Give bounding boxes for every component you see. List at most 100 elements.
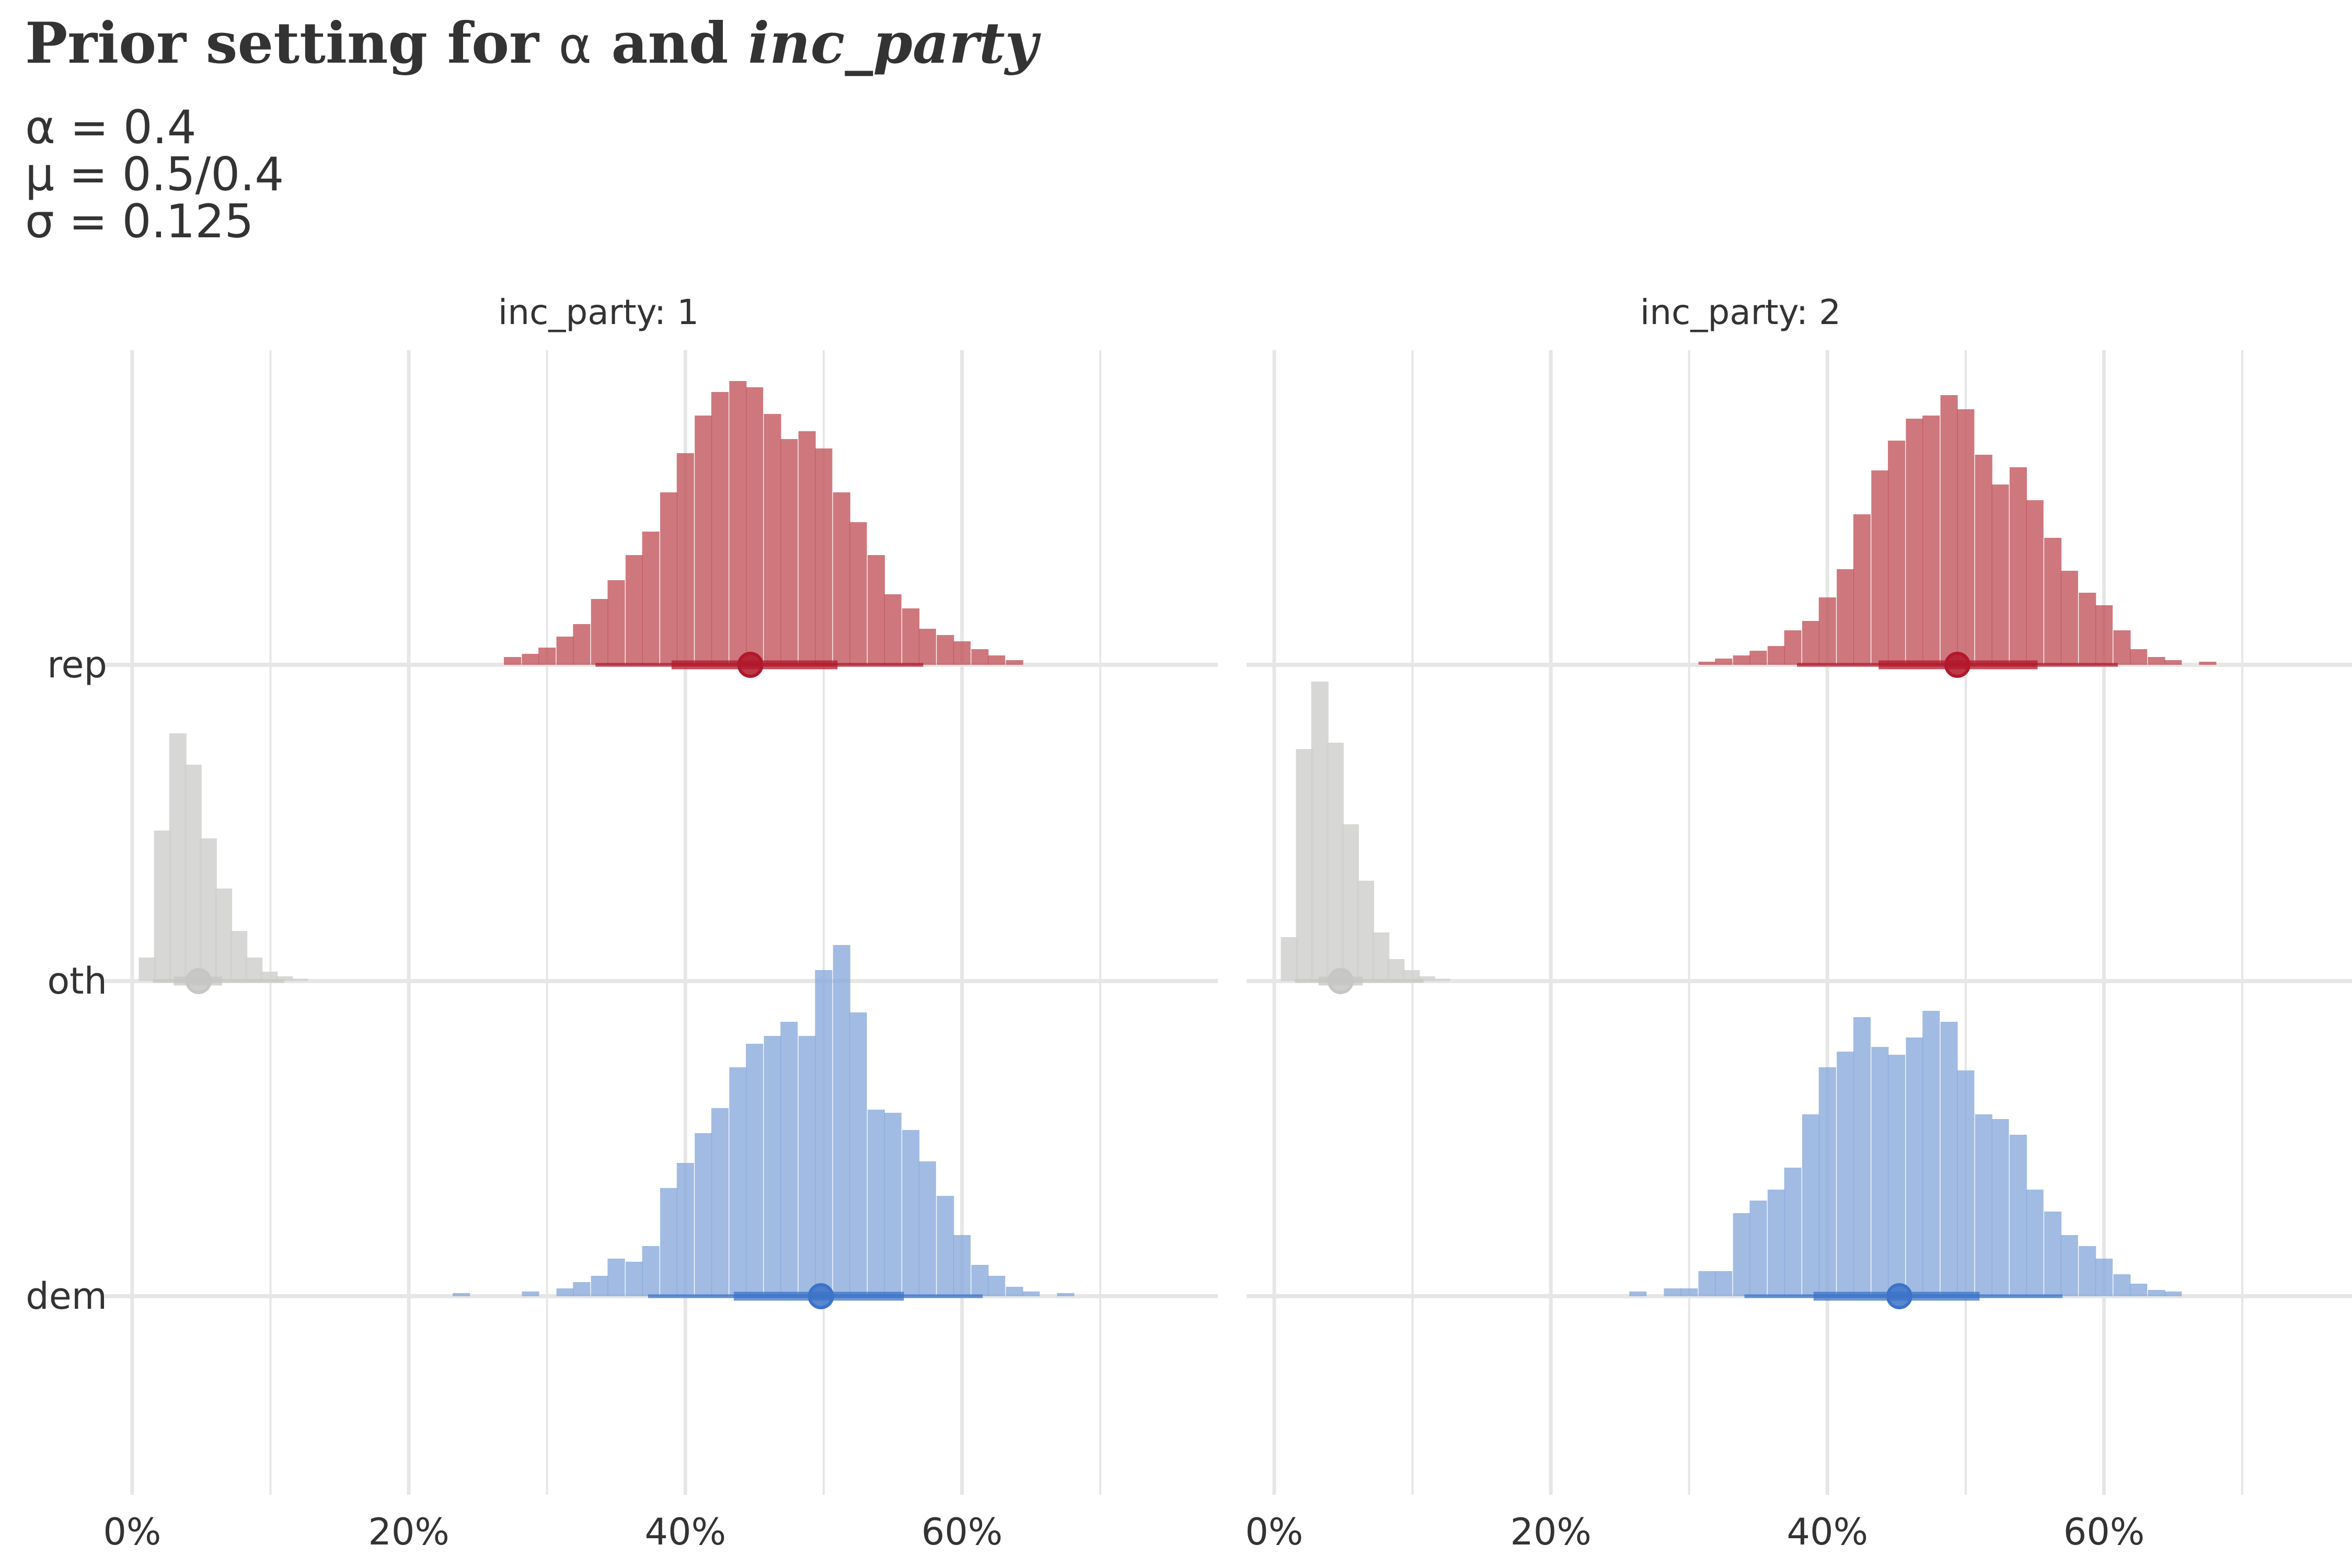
histogram-bar	[2026, 500, 2044, 665]
histogram-bar	[1357, 881, 1375, 981]
histogram-bar	[2113, 630, 2131, 665]
point-estimate	[808, 1283, 834, 1309]
histogram-bar	[1802, 1114, 1820, 1296]
histogram-bar	[2026, 1190, 2044, 1296]
histogram-bar	[1906, 419, 1923, 665]
histogram-bar	[660, 1188, 678, 1296]
histogram-bar	[154, 831, 171, 981]
histogram-bar	[1853, 1017, 1871, 1296]
histogram-bar	[2044, 538, 2062, 665]
histogram-bar	[988, 655, 1006, 665]
histogram-bar	[1749, 1201, 1767, 1296]
histogram-bar	[1802, 621, 1820, 665]
chart-title-middle: and	[591, 10, 748, 76]
histogram-bar	[1311, 682, 1329, 981]
histogram-bar	[695, 1133, 712, 1296]
histogram-bar	[522, 654, 539, 665]
x-tick-label: 0%	[103, 1511, 161, 1553]
chart-title: Prior setting for α and inc_party	[25, 10, 1037, 76]
histogram-bar	[573, 1282, 591, 1296]
histogram-bar	[2148, 1290, 2165, 1296]
histogram-bar	[884, 594, 902, 665]
histogram-bar	[1698, 1271, 1716, 1296]
histogram-bar	[199, 838, 217, 981]
histogram-bar	[1767, 1190, 1785, 1296]
facet-strip-label: inc_party: 1	[498, 292, 699, 332]
histogram-bar	[1922, 1011, 1940, 1296]
histogram-bar	[695, 416, 712, 665]
x-tick-label: 60%	[921, 1511, 1003, 1553]
histogram-bar	[1940, 395, 1958, 665]
histogram-bar	[1784, 630, 1802, 665]
histogram-bar	[1629, 1292, 1647, 1296]
histogram-bar	[1888, 1055, 1906, 1296]
histogram-bar	[867, 555, 885, 665]
histogram-bar	[937, 635, 954, 665]
histogram-bar	[1975, 1114, 1992, 1296]
histogram-bar	[2009, 1135, 2027, 1296]
histogram-bar	[1402, 970, 1420, 981]
histogram-bar	[1871, 470, 1889, 665]
histogram-bar	[1664, 1288, 1681, 1296]
histogram-bar	[1922, 416, 1940, 665]
histogram-bar	[607, 1259, 625, 1296]
series-dem	[1629, 1011, 2182, 1309]
histogram-bar	[2199, 662, 2217, 665]
point-estimate	[737, 652, 764, 678]
facet-panel-1: inc_party: 1 0% 20% 40% 60%	[103, 292, 1218, 1553]
histogram-bar	[676, 1163, 694, 1296]
histogram-bar	[538, 648, 556, 665]
histogram-bar	[1991, 485, 2009, 665]
histogram-bar	[260, 972, 278, 981]
histogram-bar	[2095, 1259, 2113, 1296]
histogram-bar	[2060, 1235, 2078, 1296]
histogram-bar	[902, 608, 920, 665]
y-category-label: rep	[47, 643, 107, 686]
histogram-bar	[1433, 978, 1450, 981]
histogram-bar	[1837, 1052, 1854, 1296]
histogram-bar	[453, 1293, 470, 1296]
y-category-label: dem	[26, 1275, 107, 1318]
histogram-bar	[1818, 597, 1836, 665]
histogram-bar	[1991, 1119, 2009, 1296]
histogram-bar	[2164, 660, 2182, 665]
x-tick-label: 20%	[368, 1511, 449, 1553]
histogram-bar	[556, 637, 574, 665]
histogram-bar	[1784, 1168, 1802, 1296]
histogram-bar	[625, 555, 643, 665]
histogram-bar	[1006, 660, 1023, 665]
histogram-bar	[642, 532, 660, 665]
histogram-bar	[1940, 1022, 1958, 1296]
histogram-bar	[1888, 441, 1906, 665]
histogram-bar	[729, 1067, 747, 1296]
x-tick-label: 60%	[2063, 1511, 2145, 1553]
histogram-bar	[815, 970, 833, 1296]
histogram-bar	[2164, 1292, 2182, 1296]
histogram-bar	[1733, 1213, 1750, 1296]
subtitle-sigma: σ = 0.125	[25, 194, 254, 248]
histogram-bar	[780, 1022, 798, 1296]
histogram-bar	[746, 1044, 764, 1296]
histogram-bar	[660, 492, 678, 665]
chart-title-alpha: α	[558, 16, 592, 75]
histogram-bar	[988, 1276, 1006, 1296]
histogram-bar	[849, 1012, 867, 1296]
histogram-bar	[1733, 655, 1750, 665]
histogram-bar	[2113, 1274, 2131, 1296]
histogram-bar	[1387, 959, 1405, 981]
histogram-bar	[1281, 937, 1298, 981]
histogram-bar	[1818, 1067, 1836, 1296]
histogram-bar	[1372, 932, 1390, 981]
histogram-bar	[591, 1276, 608, 1296]
histogram-bar	[291, 978, 308, 981]
histogram-bar	[1957, 409, 1975, 665]
histogram-bar	[184, 765, 202, 981]
histogram-bar	[780, 439, 798, 665]
histogram-bar	[230, 931, 248, 981]
subtitle-alpha: α = 0.4	[25, 100, 197, 154]
histogram-bar	[798, 1036, 816, 1296]
histogram-bar	[918, 629, 936, 665]
histogram-bar	[275, 976, 293, 981]
series-rep	[504, 381, 1023, 678]
subtitle-mu: μ = 0.5/0.4	[25, 147, 284, 201]
